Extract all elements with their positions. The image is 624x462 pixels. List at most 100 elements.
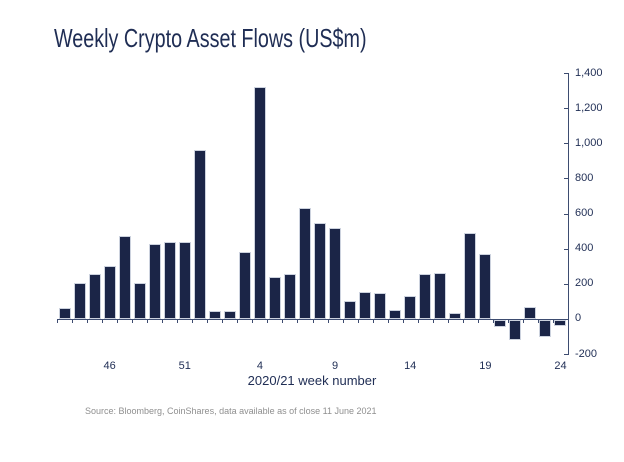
bar-week-8 — [314, 222, 326, 319]
x-axis-tick — [132, 319, 134, 323]
x-axis-tick — [387, 319, 389, 323]
x-axis-tick — [237, 319, 239, 323]
x-tick-label: 4 — [256, 360, 263, 372]
bar-week-49 — [148, 244, 161, 319]
bar-week-17 — [449, 312, 462, 319]
x-axis-tick — [327, 319, 329, 323]
y-axis-tick — [564, 143, 568, 145]
bar-week-12 — [374, 292, 387, 319]
x-axis-tick — [552, 319, 554, 323]
bar-week-51 — [178, 241, 191, 319]
chart-title: Weekly Crypto Asset Flows (US$m) — [54, 23, 367, 53]
y-tick-label: 1,200 — [575, 101, 603, 114]
bar-week-46 — [103, 266, 116, 319]
x-axis-tick — [312, 319, 314, 323]
x-axis-tick — [252, 319, 254, 323]
x-axis-tick — [357, 319, 359, 323]
x-axis-tick — [162, 319, 164, 323]
x-axis-tick — [447, 319, 449, 323]
bar-week-10 — [344, 301, 357, 319]
y-tick-label: 200 — [575, 277, 594, 290]
y-tick-label: 600 — [575, 207, 594, 219]
x-axis-tick — [117, 319, 119, 323]
y-axis-tick — [564, 108, 568, 110]
bar-week-45 — [88, 273, 101, 319]
bar-week-44 — [73, 282, 86, 319]
y-tick-label: 1,400 — [575, 66, 603, 79]
x-axis-tick — [522, 319, 524, 323]
y-tick-label: 800 — [575, 171, 594, 184]
x-axis-tick — [342, 319, 344, 323]
x-axis-tick — [507, 319, 509, 323]
bar-week-19 — [479, 253, 492, 319]
plot-area — [57, 73, 569, 355]
bar-week-20 — [494, 319, 507, 327]
bar-week-1 — [208, 310, 221, 319]
x-axis-tick — [297, 319, 299, 323]
bar-week-47 — [118, 236, 131, 319]
x-axis-tick — [207, 319, 209, 323]
x-axis-tick — [402, 319, 404, 323]
x-axis-tick — [177, 319, 179, 323]
y-axis-tick — [564, 354, 568, 355]
bar-week-52 — [193, 150, 206, 319]
bar-week-4 — [253, 87, 266, 319]
y-tick-label: 400 — [575, 242, 594, 255]
bar-week-50 — [163, 241, 176, 319]
bar-week-9 — [329, 228, 342, 319]
bar-week-3 — [238, 252, 251, 319]
bar-week-13 — [389, 310, 402, 319]
bar-week-23 — [539, 319, 552, 338]
y-tick-label: 0 — [575, 312, 582, 325]
x-axis-tick — [432, 319, 434, 323]
x-tick-label: 51 — [178, 360, 191, 372]
x-axis-tick — [147, 319, 149, 323]
bar-week-18 — [464, 232, 477, 319]
x-axis-tick — [87, 319, 89, 323]
x-tick-label: 9 — [331, 360, 339, 372]
x-tick-label: 24 — [554, 360, 567, 372]
bar-week-16 — [434, 272, 447, 319]
x-tick-label: 46 — [103, 360, 116, 372]
bar-week-15 — [419, 273, 432, 319]
y-axis-tick — [564, 283, 568, 285]
x-axis-tick — [568, 319, 569, 323]
x-axis-line — [57, 318, 569, 320]
bar-week-7 — [298, 208, 311, 319]
y-tick-label: -200 — [575, 347, 598, 360]
x-axis-tick — [222, 319, 224, 323]
bar-week-14 — [404, 296, 417, 319]
x-axis-tick — [57, 319, 58, 323]
x-axis-tick — [192, 319, 194, 323]
x-tick-label: 14 — [404, 360, 417, 372]
x-axis-tick — [372, 319, 374, 323]
bar-week-5 — [268, 276, 281, 319]
y-axis-tick — [564, 178, 568, 180]
bar-week-21 — [509, 319, 522, 341]
x-axis-tick — [102, 319, 104, 323]
x-axis-tick — [267, 319, 269, 323]
x-axis-tick — [72, 319, 74, 323]
y-axis-tick — [564, 248, 568, 250]
x-axis-tick — [537, 319, 539, 323]
bar-week-2 — [223, 310, 236, 319]
bar-week-43 — [58, 308, 71, 319]
x-axis-title: 2020/21 week number — [247, 373, 377, 388]
x-axis-tick — [417, 319, 419, 323]
y-axis-tick — [564, 213, 568, 215]
x-axis-tick — [477, 319, 479, 323]
bar-week-48 — [133, 282, 146, 319]
y-axis-line — [568, 73, 569, 355]
bar-week-6 — [283, 273, 296, 319]
bar-week-24 — [554, 319, 567, 327]
x-axis-tick — [282, 319, 284, 323]
x-axis-tick — [492, 319, 494, 323]
bar-week-11 — [359, 291, 372, 319]
x-tick-label: 19 — [479, 360, 492, 372]
y-axis-tick — [564, 73, 568, 74]
bar-week-22 — [524, 306, 537, 319]
source-note: Source: Bloomberg, CoinShares, data avai… — [85, 406, 377, 416]
y-tick-label: 1,000 — [575, 136, 603, 149]
x-axis-tick — [462, 319, 464, 323]
